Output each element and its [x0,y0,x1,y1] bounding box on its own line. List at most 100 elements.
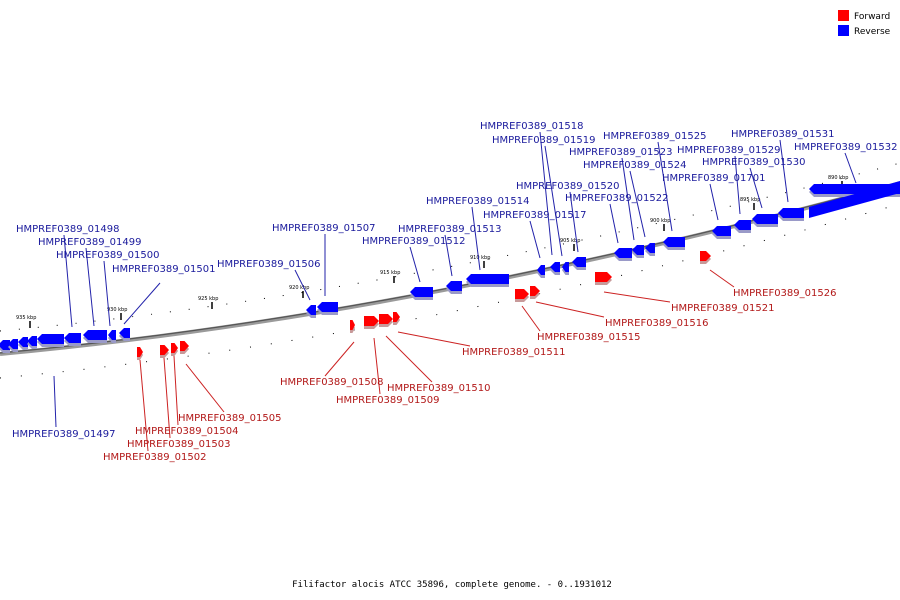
scale-tick-label: 930 kbp [107,307,127,313]
gene-arrow-hmpref0389-01506[interactable] [306,305,316,315]
gene-label-forward: HMPREF0389_01502 [103,452,206,463]
gene-label-forward: HMPREF0389_01503 [127,439,230,450]
gene-arrow-hmpref0389-01522[interactable] [614,248,632,258]
gene-arrow-hmpref0389-01529[interactable] [734,220,751,230]
gene-label-reverse: HMPREF0389_01517 [483,210,586,221]
gene-label-reverse: HMPREF0389_01501 [112,264,215,275]
leader-line [629,170,646,238]
gene-arrow-hmpref0389-01499[interactable] [64,333,81,343]
gene-label-reverse: HMPREF0389_01500 [56,250,159,261]
leader-line [521,305,541,332]
gene-arrow-hmpref0389-01525[interactable] [663,237,685,247]
scale-tick-label: 920 kbp [289,285,309,291]
gene-label-reverse: HMPREF0389_01507 [272,223,375,234]
gene-arrow-hmpref0389-01524[interactable] [645,243,655,253]
gene-arrow-hmpref0389-01511[interactable] [393,312,400,322]
gene-arrow-hmpref0389-01520[interactable] [572,257,586,267]
gene-arrow-hmpref0389-01701[interactable] [712,226,731,236]
gene-arrow-hmpref0389-01518[interactable] [550,262,560,272]
gene-arrow-hmpref0389-01521[interactable] [595,272,612,282]
gene-arrow-hmpref0389-01501[interactable] [119,328,130,338]
gene-arrow-hmpref0389-01498[interactable] [37,334,64,344]
gene-label-forward: HMPREF0389_01515 [537,332,640,343]
gene-label-reverse: HMPREF0389_01701 [662,173,765,184]
leader-line [471,206,481,271]
leader-line [734,155,741,215]
legend-reverse-label: Reverse [854,27,891,37]
gene-label-reverse: HMPREF0389_01522 [565,193,668,204]
gene-label-forward: HMPREF0389_01510 [387,383,490,394]
gene-arrow-hmpref0389-01509[interactable] [364,316,379,326]
gene-arrow-hmpref0389-01519[interactable] [562,262,569,272]
scale-tick-label: 890 kbp [828,175,848,181]
gene-label-forward: HMPREF0389_01509 [336,395,439,406]
gene-label-forward: HMPREF0389_01508 [280,377,383,388]
gene-arrow-hmpref0389-01497[interactable] [0,340,10,350]
scale-tick-label: 910 kbp [470,255,490,261]
legend-reverse-swatch [838,25,849,36]
scale-tick-label: 935 kbp [16,315,36,321]
gene-label-forward: HMPREF0389_01521 [671,303,774,314]
gene-arrow-hmpref0389-01513[interactable] [446,281,462,291]
gene-arrow-hmpref0389-01505[interactable] [180,341,189,351]
gene-arrow-hmpref0389-01507[interactable] [317,302,338,312]
leader-line [779,139,789,203]
gene-arrow-hmpref0389-01508[interactable] [350,320,355,330]
gene-band-01532[interactable] [809,181,900,218]
leader-line [123,282,161,325]
gene-label-reverse: HMPREF0389_01518 [480,121,583,132]
gene-arrow-seg-d[interactable] [108,330,116,340]
legend-forward-swatch [838,10,849,21]
gene-label-reverse: HMPREF0389_01498 [16,224,119,235]
leader-line [163,357,171,439]
gene-label-reverse: HMPREF0389_01520 [516,181,619,192]
genome-caption: Filifactor alocis ATCC 35896, complete g… [292,580,612,590]
gene-label-reverse: HMPREF0389_01514 [426,196,529,207]
gene-arrow-hmpref0389-01512[interactable] [410,287,433,297]
gene-arrow-hmpref0389-01504[interactable] [171,343,178,353]
leader-line [397,331,471,347]
gene-arrow-seg-a[interactable] [8,339,18,349]
gene-label-reverse: HMPREF0389_01499 [38,237,141,248]
leader-line [621,157,635,241]
leader-line [85,247,95,327]
leader-line [609,203,619,244]
gene-label-forward: HMPREF0389_01526 [733,288,836,299]
gene-arrow-hmpref0389-01526[interactable] [700,251,711,261]
gene-arrow-hmpref0389-01530[interactable] [752,214,778,224]
leader-line [657,141,673,232]
gene-arrow-hmpref0389-01510[interactable] [379,314,393,324]
gene-arrow-hmpref0389-01523[interactable] [632,245,644,255]
gene-label-reverse: HMPREF0389_01529 [677,145,780,156]
leader-line [409,246,421,283]
gene-label-reverse: HMPREF0389_01525 [603,131,706,142]
gene-label-forward: HMPREF0389_01505 [178,413,281,424]
scale-tick-label: 900 kbp [650,218,670,224]
gene-arrow-hmpref0389-01503[interactable] [160,345,169,355]
gene-arrow-hmpref0389-01531[interactable] [778,208,804,218]
gene-arrow-hmpref0389-01502[interactable] [137,347,143,357]
gene-label-reverse: HMPREF0389_01531 [731,129,834,140]
leader-line [373,337,381,395]
gene-arrow-seg-b[interactable] [18,337,28,347]
gene-arrow-hmpref0389-01517[interactable] [537,265,545,275]
gene-arrow-hmpref0389-01515[interactable] [515,289,529,299]
scale-tick-label: 895 kbp [740,197,760,203]
gene-arrow-hmpref0389-01514[interactable] [466,274,509,284]
scale-tick-label: 915 kbp [380,270,400,276]
leader-line [535,301,605,318]
gene-label-forward: HMPREF0389_01516 [605,318,708,329]
gene-label-reverse: HMPREF0389_01532 [794,142,897,153]
leader-line [529,220,541,259]
gene-label-reverse: HMPREF0389_01519 [492,135,595,146]
leader-line [444,234,453,277]
leader-line [103,260,111,327]
legend-forward-label: Forward [854,12,890,22]
gene-label-reverse: HMPREF0389_01513 [398,224,501,235]
gene-arrow-seg-c[interactable] [27,336,37,346]
scale-tick-label: 905 kbp [560,238,580,244]
gene-arrow-hmpref0389-01500[interactable] [83,330,107,340]
gene-arrow-hmpref0389-01516[interactable] [530,286,540,296]
